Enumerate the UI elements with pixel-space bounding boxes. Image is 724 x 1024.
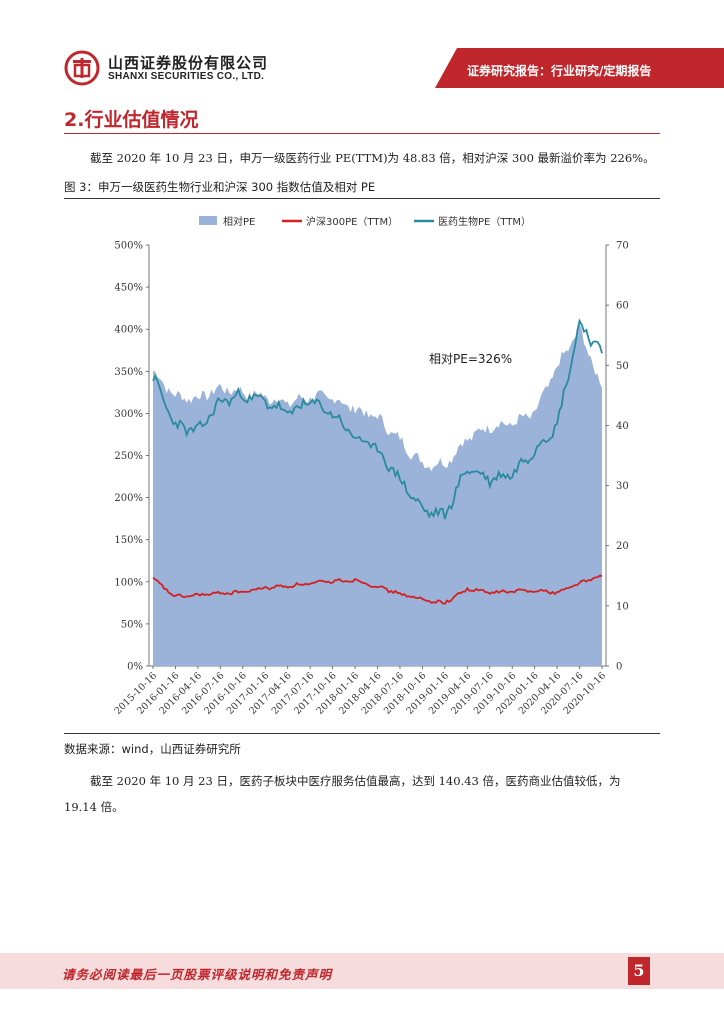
right-tick-label: 50 bbox=[616, 361, 629, 372]
chart-legend: 相对PE 沪深300PE（TTM） 医药生物PE（TTM） bbox=[199, 215, 531, 228]
footer-disclaimer[interactable]: 请务必阅读最后一页股票评级说明和免责声明 bbox=[62, 967, 333, 982]
legend-label: 相对PE bbox=[223, 215, 255, 228]
section-title: 2.行业估值情况 bbox=[64, 109, 199, 131]
left-tick-label: 200% bbox=[114, 493, 143, 504]
left-tick-label: 300% bbox=[114, 409, 143, 420]
paragraph-subsector-line2: 19.14 倍。 bbox=[64, 800, 124, 814]
company-name-cn: 山西证券股份有限公司 bbox=[108, 54, 269, 72]
legend-hs300-pe: 沪深300PE（TTM） bbox=[282, 215, 398, 228]
left-tick-label: 400% bbox=[114, 325, 143, 336]
legend-pharma-pe: 医药生物PE（TTM） bbox=[414, 215, 531, 228]
footer-bar bbox=[0, 953, 724, 989]
title-divider bbox=[64, 133, 660, 134]
report-type-label: 证券研究报告：行业研究/定期报告 bbox=[467, 64, 652, 78]
left-tick-label: 0% bbox=[127, 662, 143, 673]
right-tick-label: 20 bbox=[616, 541, 629, 552]
legend-label: 沪深300PE（TTM） bbox=[306, 215, 398, 228]
chart-annotation: 相对PE=326% bbox=[429, 352, 512, 366]
chart-series bbox=[152, 318, 603, 666]
header-banner bbox=[435, 48, 724, 88]
series-hs300-pe-line bbox=[152, 574, 603, 605]
right-tick-label: 0 bbox=[616, 662, 622, 673]
paragraph-valuation-summary: 截至 2020 年 10 月 23 日，申万一级医药行业 PE(TTM)为 48… bbox=[90, 151, 655, 165]
series-pharma-pe-line bbox=[152, 318, 603, 520]
figure-title: 图 3：申万一级医药生物行业和沪深 300 指数估值及相对 PE bbox=[64, 180, 376, 194]
valuation-chart: 相对PE 沪深300PE（TTM） 医药生物PE（TTM） 0% 50% 100% 150… bbox=[113, 215, 629, 717]
left-tick-label: 150% bbox=[114, 535, 143, 546]
left-tick-label: 100% bbox=[114, 577, 143, 588]
left-tick-label: 50% bbox=[121, 619, 143, 630]
left-tick-label: 250% bbox=[114, 451, 143, 462]
left-tick-label: 350% bbox=[114, 367, 143, 378]
right-tick-label: 60 bbox=[616, 301, 629, 312]
legend-relative-pe: 相对PE bbox=[199, 215, 255, 228]
legend-swatch bbox=[199, 216, 217, 225]
right-tick-label: 10 bbox=[616, 601, 629, 612]
source-divider bbox=[64, 733, 660, 734]
left-tick-label: 500% bbox=[114, 241, 143, 252]
company-name-en: SHANXI SECURITIES CO., LTD. bbox=[108, 71, 265, 82]
figure-source: 数据来源：wind，山西证券研究所 bbox=[64, 742, 241, 756]
paragraph-subsector-line1: 截至 2020 年 10 月 23 日，医药子板块中医疗服务估值最高，达到 14… bbox=[90, 774, 621, 788]
legend-label: 医药生物PE（TTM） bbox=[438, 215, 531, 228]
left-tick-label: 450% bbox=[114, 283, 143, 294]
right-tick-label: 70 bbox=[616, 241, 629, 252]
company-logo-icon bbox=[64, 50, 100, 86]
right-tick-label: 40 bbox=[616, 421, 629, 432]
series-relative-pe-area bbox=[153, 322, 602, 666]
figure-title-divider bbox=[64, 198, 660, 199]
right-tick-label: 30 bbox=[616, 481, 629, 492]
page-number: 5 bbox=[628, 957, 650, 985]
